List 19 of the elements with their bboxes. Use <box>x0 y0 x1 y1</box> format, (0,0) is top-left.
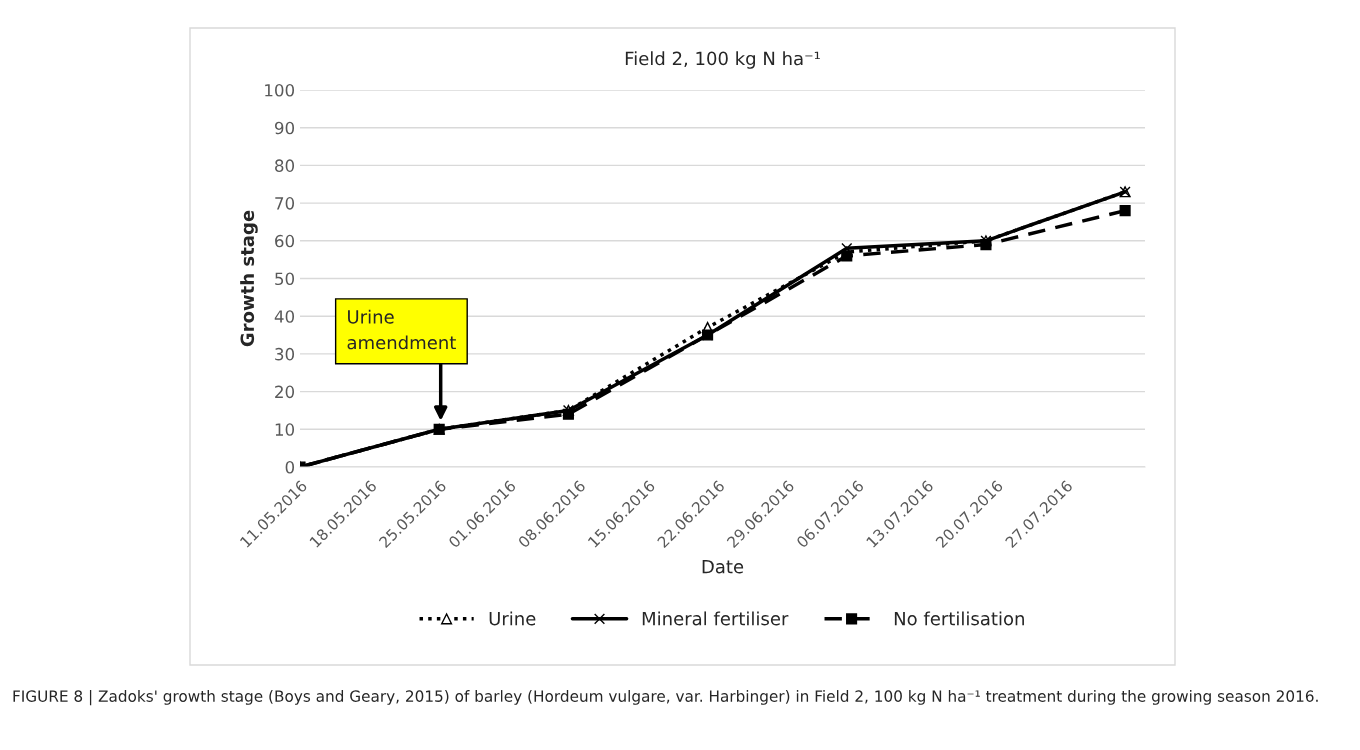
y-tick-label: 10 <box>275 423 295 436</box>
legend-label: No fertilisation <box>894 611 1024 626</box>
y-tick-label: 20 <box>275 385 295 399</box>
y-tick-label: 80 <box>275 159 295 172</box>
annotation: Urine amendment <box>347 309 456 350</box>
legend-label: Mineral fertiliser <box>642 611 789 626</box>
y-axis-title: Growth stage <box>240 210 258 347</box>
y-tick-label: 70 <box>275 197 295 210</box>
y-tick-label: 60 <box>275 234 295 248</box>
y-tick-label: 50 <box>275 272 295 286</box>
chart-title: Field 2, 100 kg N ha⁻¹ <box>625 51 820 69</box>
y-tick-label: 40 <box>274 310 295 323</box>
y-tick-label: 90 <box>274 121 295 135</box>
y-tick-label: 0 <box>285 460 295 474</box>
x-axis-title: Date <box>702 560 744 574</box>
y-tick-label: 100 <box>265 83 295 97</box>
caption: FIGURE 8 | Zadoks' growth stage (Boys and Geary, 2015) of barley (Hordeum vulgare, var. Harbinger) in Field 2, 100 kg N ha⁻¹ treatment during the growing season 2016. <box>13 690 1318 706</box>
legend-label: Urine <box>489 611 536 626</box>
y-tick-label: 30 <box>275 347 295 361</box>
